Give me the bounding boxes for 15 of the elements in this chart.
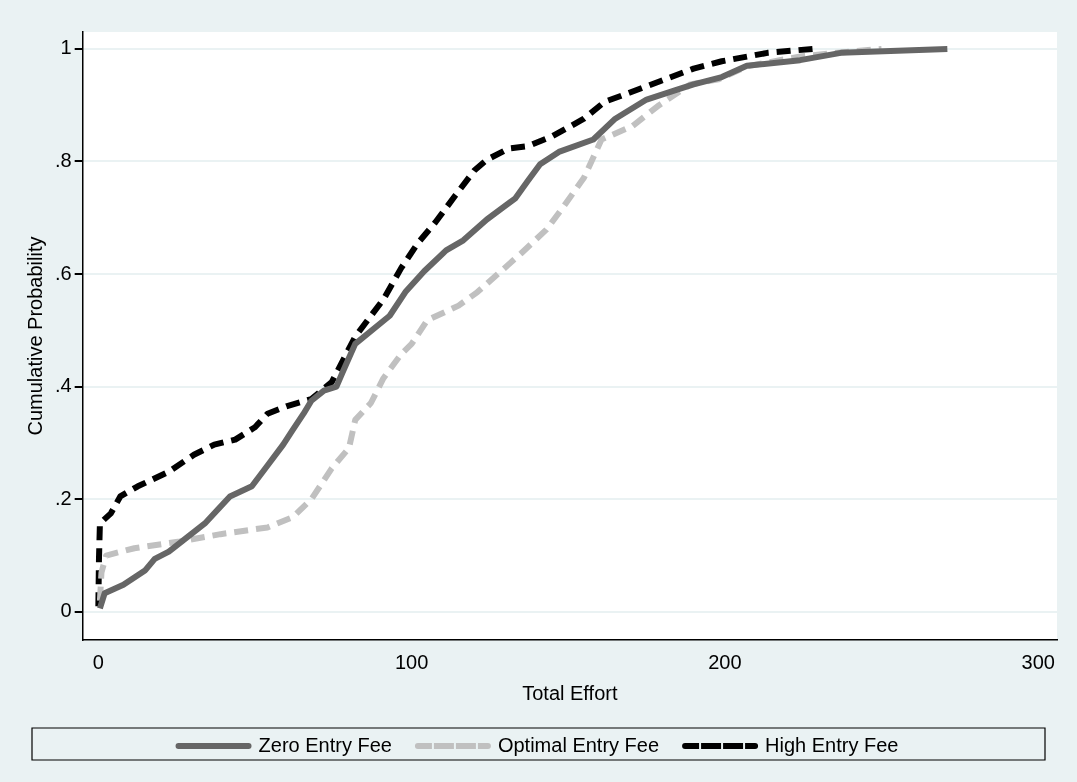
legend-label: High Entry Fee xyxy=(765,733,899,756)
x-tick-label: 0 xyxy=(92,650,104,673)
y-tick-label: .2 xyxy=(54,486,72,509)
y-axis-title: Cumulative Probability xyxy=(23,236,46,436)
legend-label: Zero Entry Fee xyxy=(258,733,392,756)
x-axis-title: Total Effort xyxy=(522,681,618,704)
legend-label: Optimal Entry Fee xyxy=(497,733,660,756)
x-tick-label: 100 xyxy=(394,650,429,673)
y-tick-label: 0 xyxy=(60,599,72,622)
y-tick-label: .8 xyxy=(54,149,72,171)
y-tick-label: .4 xyxy=(54,374,72,397)
y-tick-label: .6 xyxy=(54,261,72,284)
y-tick-label: 1 xyxy=(60,36,72,59)
x-tick-label: 300 xyxy=(1021,650,1055,673)
x-tick-label: 200 xyxy=(708,650,742,673)
